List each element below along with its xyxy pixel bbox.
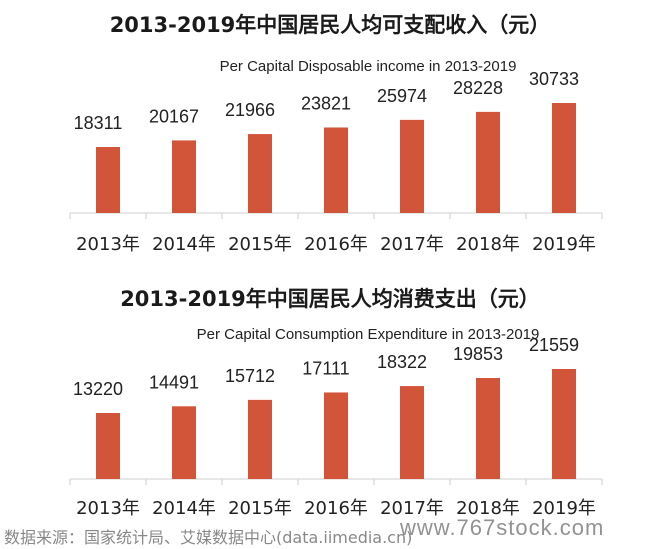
income-chart-title: 2013-2019年中国居民人均可支配收入（元） [110, 13, 551, 37]
expenditure-value-label: 17111 [302, 358, 349, 378]
income-category-label: 2016年 [304, 234, 368, 255]
expenditure-chart-title: 2013-2019年中国居民人均消费支出（元） [120, 287, 540, 311]
income-value-label: 23821 [301, 93, 351, 113]
expenditure-value-label: 14491 [149, 372, 199, 392]
expenditure-category-label: 2013年 [76, 498, 140, 519]
income-category-label: 2018年 [456, 234, 520, 255]
income-category-label: 2015年 [228, 234, 292, 255]
data-source-note: 数据来源：国家统计局、艾媒数据中心(data.iimedia.cn) [4, 528, 413, 547]
income-bar [552, 103, 576, 213]
expenditure-bar [324, 392, 348, 479]
expenditure-bar [400, 386, 424, 479]
expenditure-value-label: 18322 [377, 352, 427, 372]
expenditure-chart-subtitle: Per Capital Consumption Expenditure in 2… [197, 326, 540, 343]
income-bar [400, 119, 424, 213]
expenditure-bar [96, 413, 120, 479]
income-bar [248, 134, 272, 213]
income-category-label: 2013年 [76, 234, 140, 255]
income-bar [324, 127, 348, 213]
income-bar [172, 140, 196, 213]
income-value-label: 20167 [149, 106, 199, 126]
income-category-label: 2014年 [152, 234, 216, 255]
expenditure-bar [552, 369, 576, 479]
income-value-label: 28228 [453, 78, 503, 98]
expenditure-bar [476, 378, 500, 479]
income-category-label: 2019年 [532, 234, 596, 255]
income-value-label: 21966 [225, 100, 275, 120]
watermark-text: www.767stock.com [400, 515, 605, 540]
expenditure-category-label: 2014年 [152, 498, 216, 519]
expenditure-category-label: 2019年 [532, 498, 596, 519]
expenditure-value-label: 15712 [225, 366, 275, 386]
expenditure-category-label: 2016年 [304, 498, 368, 519]
expenditure-category-label: 2015年 [228, 498, 292, 519]
expenditure-category-label: 2017年 [380, 498, 444, 519]
expenditure-chart-svg: 2013-2019年中国居民人均消费支出（元） Per Capital Consu… [69, 287, 603, 519]
income-chart-subtitle: Per Capital Disposable income in 2013-20… [220, 58, 517, 75]
income-chart-svg: 2013-2019年中国居民人均可支配收入（元） Per Capital Disp… [69, 13, 603, 255]
expenditure-value-label: 19853 [453, 344, 503, 364]
expenditure-chart: 2013-2019年中国居民人均消费支出（元） Per Capital Consu… [0, 280, 661, 520]
expenditure-category-label: 2018年 [456, 498, 520, 519]
income-bar [96, 147, 120, 213]
expenditure-value-label: 21559 [529, 335, 579, 355]
income-value-label: 30733 [529, 69, 579, 89]
income-bar [476, 111, 500, 213]
expenditure-bar [248, 399, 272, 479]
expenditure-bar [172, 406, 196, 479]
income-value-label: 18311 [74, 113, 123, 133]
income-chart: 2013-2019年中国居民人均可支配收入（元） Per Capital Disp… [0, 0, 661, 270]
income-category-label: 2017年 [380, 234, 444, 255]
expenditure-value-label: 13220 [73, 379, 123, 399]
income-value-label: 25974 [377, 86, 427, 106]
